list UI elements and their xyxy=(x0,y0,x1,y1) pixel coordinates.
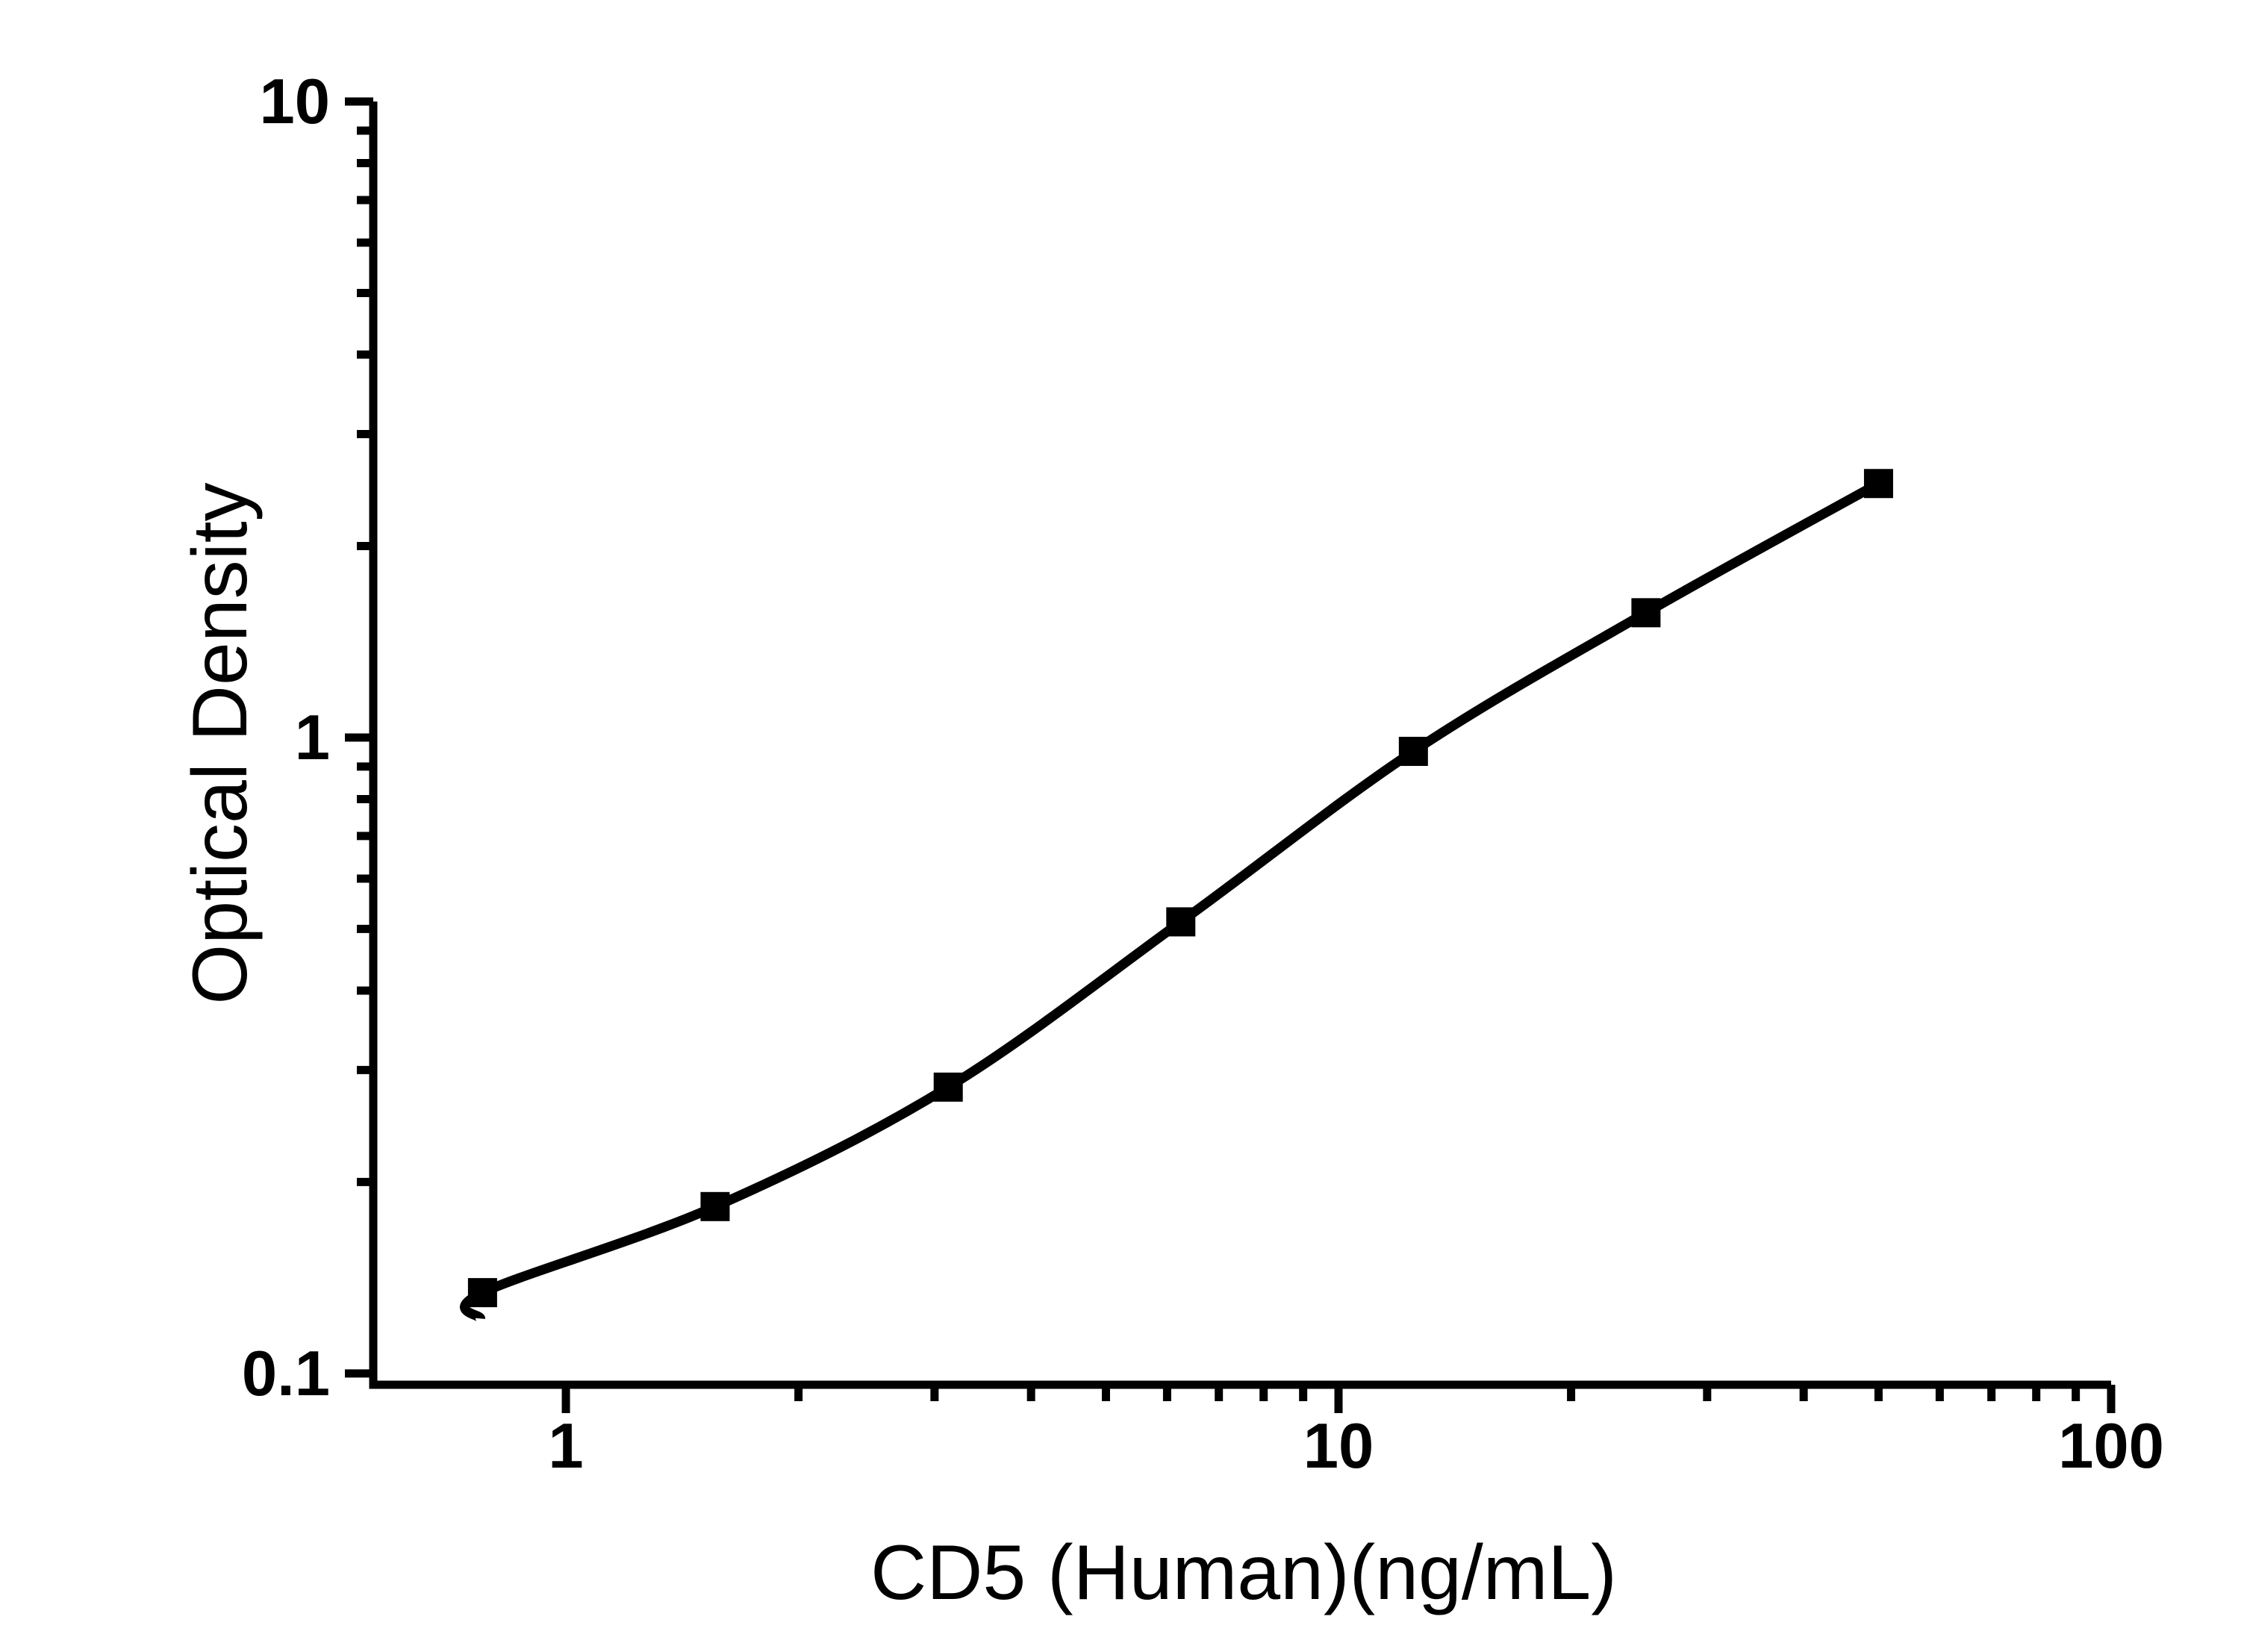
axis-spines xyxy=(369,102,2111,1389)
data-point-marker xyxy=(700,1191,730,1221)
plot-area: 1 10 100 0.1 1 10 xyxy=(242,66,2164,1482)
x-tick-label: 100 xyxy=(2058,1411,2164,1482)
data-point-marker xyxy=(1166,907,1196,937)
y-tick-label: 0.1 xyxy=(242,1338,330,1409)
data-point-marker xyxy=(933,1072,963,1102)
y-axis-title: Optical Density xyxy=(177,482,264,1004)
data-point-marker xyxy=(1863,469,1893,499)
x-tick-label: 1 xyxy=(548,1411,583,1482)
x-axis-title: CD5 (Human)(ng/mL) xyxy=(870,1530,1617,1616)
data-point-marker xyxy=(1398,737,1428,767)
y-tick-label: 1 xyxy=(295,702,330,773)
x-tick-label: 10 xyxy=(1303,1411,1374,1482)
data-point-marker xyxy=(467,1278,497,1308)
fit-curve xyxy=(460,479,1881,1324)
y-tick-label: 10 xyxy=(259,66,330,137)
data-point-marker xyxy=(1631,598,1661,628)
